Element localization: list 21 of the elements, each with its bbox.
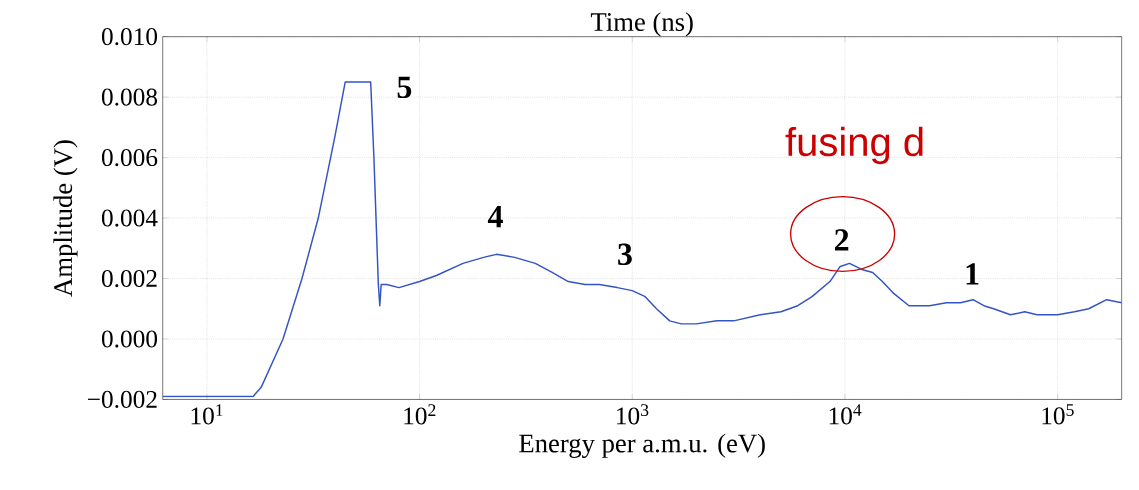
- annotation: fusing d: [785, 126, 923, 165]
- x-tick-label: 10$^{2}$: [404, 404, 436, 425]
- y-axis-title: Amplitude (V): [53, 140, 78, 297]
- annotation: 2: [834, 229, 849, 251]
- y-tick-label: −0.002: [87, 390, 157, 408]
- y-tick-label: 0.010: [101, 28, 158, 46]
- y-tick-label: 0.002: [101, 269, 157, 288]
- annotation: 4: [487, 206, 503, 228]
- y-tick-label: 0.006: [101, 148, 158, 167]
- annotation: 1: [966, 263, 979, 285]
- annotation: 3: [618, 243, 632, 266]
- x-axis-title: Energy per a.m.u. (eV): [519, 433, 765, 458]
- x-tick-label: 10$^{3}$: [617, 404, 649, 425]
- x-tick-label: 10$^{1}$: [191, 404, 223, 425]
- y-tick-label: 0.000: [101, 330, 158, 348]
- y-tick-label: 0.004: [101, 209, 158, 227]
- annotation: 5: [397, 76, 412, 99]
- y-tick-label: 0.008: [101, 88, 158, 106]
- x2-axis-title: Time (ns): [590, 12, 693, 37]
- x-tick-label: 10$^{4}$: [829, 404, 862, 425]
- x-tick-label: 10$^{5}$: [1042, 404, 1074, 425]
